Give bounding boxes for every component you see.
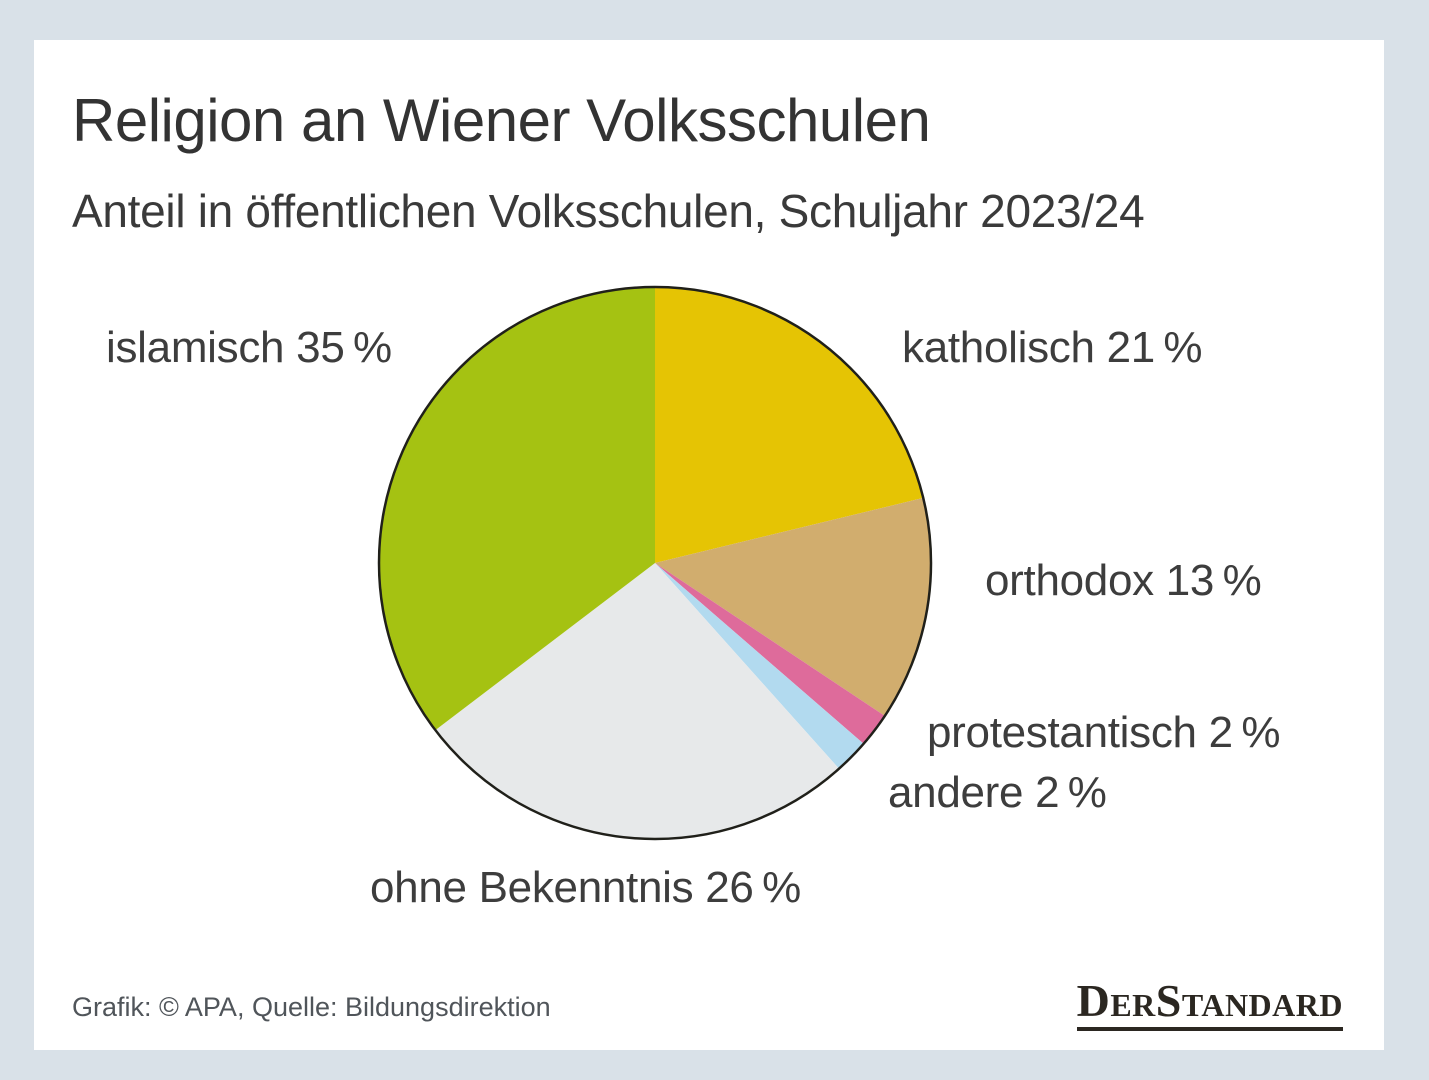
page-subtitle: Anteil in öffentlichen Volksschulen, Sch… (72, 185, 1145, 237)
pie-slice-protestantisch (655, 563, 885, 744)
pie-label-islamisch: islamisch 35 % (106, 323, 392, 372)
derstandard-logo: DerStandard (1076, 978, 1343, 1031)
pie-outline (377, 285, 933, 841)
pie-label-orthodox: orthodox 13 % (985, 556, 1262, 605)
pie-slice-katholisch (655, 287, 924, 563)
pie-slice-ohne-bekenntnis (435, 563, 840, 839)
pie-label-ohne-bekenntnis: ohne Bekenntnis 26 % (370, 863, 801, 912)
card: Religion an Wiener Volksschulen Anteil i… (34, 40, 1384, 1050)
pie-svg (377, 285, 933, 841)
pie-label-protestantisch: protestantisch 2 % (927, 708, 1281, 757)
source-credit: Grafik: © APA, Quelle: Bildungsdirektion (72, 992, 551, 1022)
pie-slice-orthodox (655, 497, 931, 716)
pie-slice-islamisch (378, 287, 655, 731)
pie-label-andere: andere 2 % (888, 768, 1107, 817)
pie-label-katholisch: katholisch 21 % (902, 323, 1203, 372)
pie-slice-andere (655, 563, 864, 769)
page-title: Religion an Wiener Volksschulen (72, 87, 931, 154)
pie-chart (375, 283, 935, 843)
